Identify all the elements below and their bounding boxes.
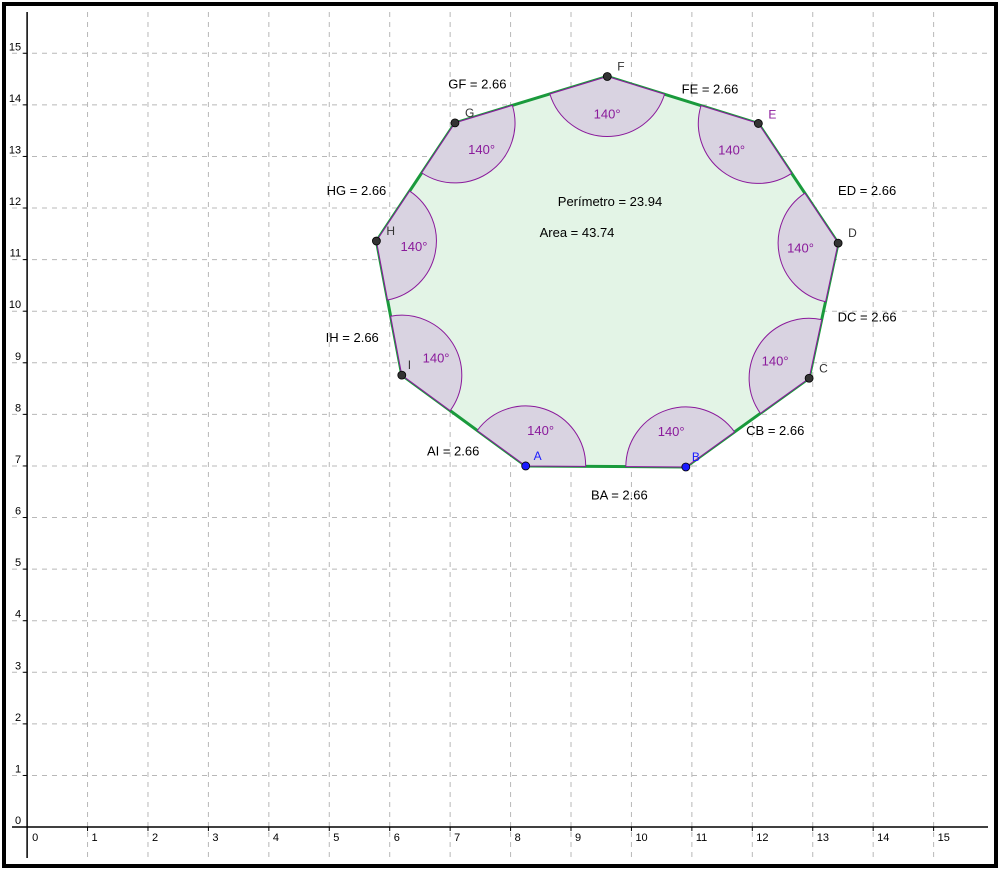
x-tick-label-9: 9 — [575, 832, 581, 844]
y-tick-label-13: 13 — [9, 144, 21, 156]
y-tick-label-6: 6 — [15, 506, 21, 518]
side-label-ED: ED = 2.66 — [838, 183, 896, 198]
angle-sector-E — [697, 104, 793, 184]
x-tick-label-1: 1 — [92, 832, 98, 844]
side-label-AI: AI = 2.66 — [427, 444, 479, 459]
angle-label-I: 140° — [423, 351, 450, 366]
angle-label-E: 140° — [718, 142, 745, 157]
vertex-point-E[interactable] — [753, 119, 763, 128]
vertex-point-I[interactable] — [397, 370, 407, 380]
side-label-DC: DC = 2.66 — [838, 310, 897, 325]
angle-sector-C — [748, 317, 823, 415]
vertex-point-G[interactable] — [450, 118, 460, 128]
vertex-label-H: H — [386, 224, 395, 238]
y-tick-label-0: 0 — [15, 815, 21, 827]
vertex-label-F: F — [617, 59, 624, 73]
side-label-BA: BA = 2.66 — [591, 487, 648, 502]
angle-label-G: 140° — [468, 142, 495, 157]
angle-sector-F — [549, 75, 666, 137]
vertex-point-F[interactable] — [602, 72, 612, 81]
x-tick-label-6: 6 — [394, 832, 400, 844]
y-tick-label-8: 8 — [15, 402, 21, 414]
interior-angles: 140° 140° 140° 140° 140° 140° 140° 140° 140° — [375, 75, 839, 468]
x-tick-label-10: 10 — [635, 832, 647, 844]
axes: 0 1 2 3 4 5 6 7 8 9 10 11 12 13 14 15012345678910111213… — [9, 12, 988, 858]
vertex-point-A[interactable] — [521, 461, 531, 471]
y-tick-label-10: 10 — [9, 299, 21, 311]
x-tick-label-7: 7 — [454, 832, 460, 844]
y-tick-label-4: 4 — [15, 609, 21, 621]
vertex-point-H[interactable] — [372, 236, 381, 246]
y-tick-label-1: 1 — [15, 763, 21, 775]
y-tick-label-11: 11 — [10, 248, 21, 260]
side-label-CB: CB = 2.66 — [746, 423, 804, 438]
y-tick-label-14: 14 — [9, 93, 21, 105]
side-label-IH: IH = 2.66 — [326, 330, 379, 345]
y-tick-label-7: 7 — [15, 454, 21, 466]
y-tick-label-2: 2 — [15, 712, 21, 724]
vertex-label-G: G — [465, 106, 474, 120]
y-tick-label-12: 12 — [9, 196, 21, 208]
angle-label-D: 140° — [787, 241, 814, 256]
angle-label-B: 140° — [658, 424, 685, 439]
side-length-labels: BA = 2.66 CB = 2.66 DC = 2.66 ED = 2.66 FE =… — [326, 76, 897, 502]
x-tick-label-13: 13 — [817, 832, 829, 844]
angle-sector-D — [777, 192, 839, 303]
vertex-label-B: B — [692, 450, 700, 464]
angle-sector-G — [421, 104, 516, 184]
nonagon[interactable] — [374, 74, 840, 469]
vertex-label-E: E — [768, 107, 776, 121]
angle-sector-A — [476, 405, 587, 467]
nonagon-polygon[interactable] — [374, 74, 840, 469]
vertex-label-A: A — [534, 449, 542, 463]
area-label: Area = 43.74 — [540, 225, 615, 240]
x-tick-label-4: 4 — [273, 832, 279, 844]
vertex-point-B[interactable] — [681, 462, 691, 472]
angle-label-A: 140° — [527, 423, 554, 438]
side-label-HG: HG = 2.66 — [327, 183, 387, 198]
vertex-point-C[interactable] — [804, 373, 814, 383]
y-tick-label-5: 5 — [15, 557, 21, 569]
vertex-label-I: I — [408, 358, 411, 372]
x-tick-label-8: 8 — [515, 832, 521, 844]
x-tick-label-11: 11 — [696, 832, 707, 844]
angle-label-F: 140° — [594, 106, 621, 121]
x-tick-label-12: 12 — [756, 832, 768, 844]
angle-label-C: 140° — [762, 353, 789, 368]
perimeter-label: Perímetro = 23.94 — [558, 194, 662, 209]
x-tick-label-15: 15 — [938, 832, 950, 844]
x-tick-label-14: 14 — [877, 832, 889, 844]
vertex-label-D: D — [848, 226, 857, 240]
side-label-FE: FE = 2.66 — [682, 82, 739, 97]
angle-sector-B — [625, 406, 736, 468]
x-tick-label-0: 0 — [32, 832, 38, 844]
y-tick-label-15: 15 — [9, 41, 21, 53]
x-tick-label-2: 2 — [152, 832, 158, 844]
vertex-point-D[interactable] — [833, 238, 843, 248]
side-label-GF: GF = 2.66 — [448, 76, 506, 91]
vertex-points[interactable]: A B C D E F G H I — [372, 59, 857, 472]
angle-sector-H — [375, 190, 437, 301]
y-tick-label-3: 3 — [15, 660, 21, 672]
angle-sector-I — [390, 314, 463, 412]
vertex-label-C: C — [819, 361, 828, 375]
x-tick-label-3: 3 — [212, 832, 218, 844]
x-tick-label-5: 5 — [333, 832, 339, 844]
y-tick-label-9: 9 — [15, 351, 21, 363]
angle-label-H: 140° — [401, 239, 428, 254]
